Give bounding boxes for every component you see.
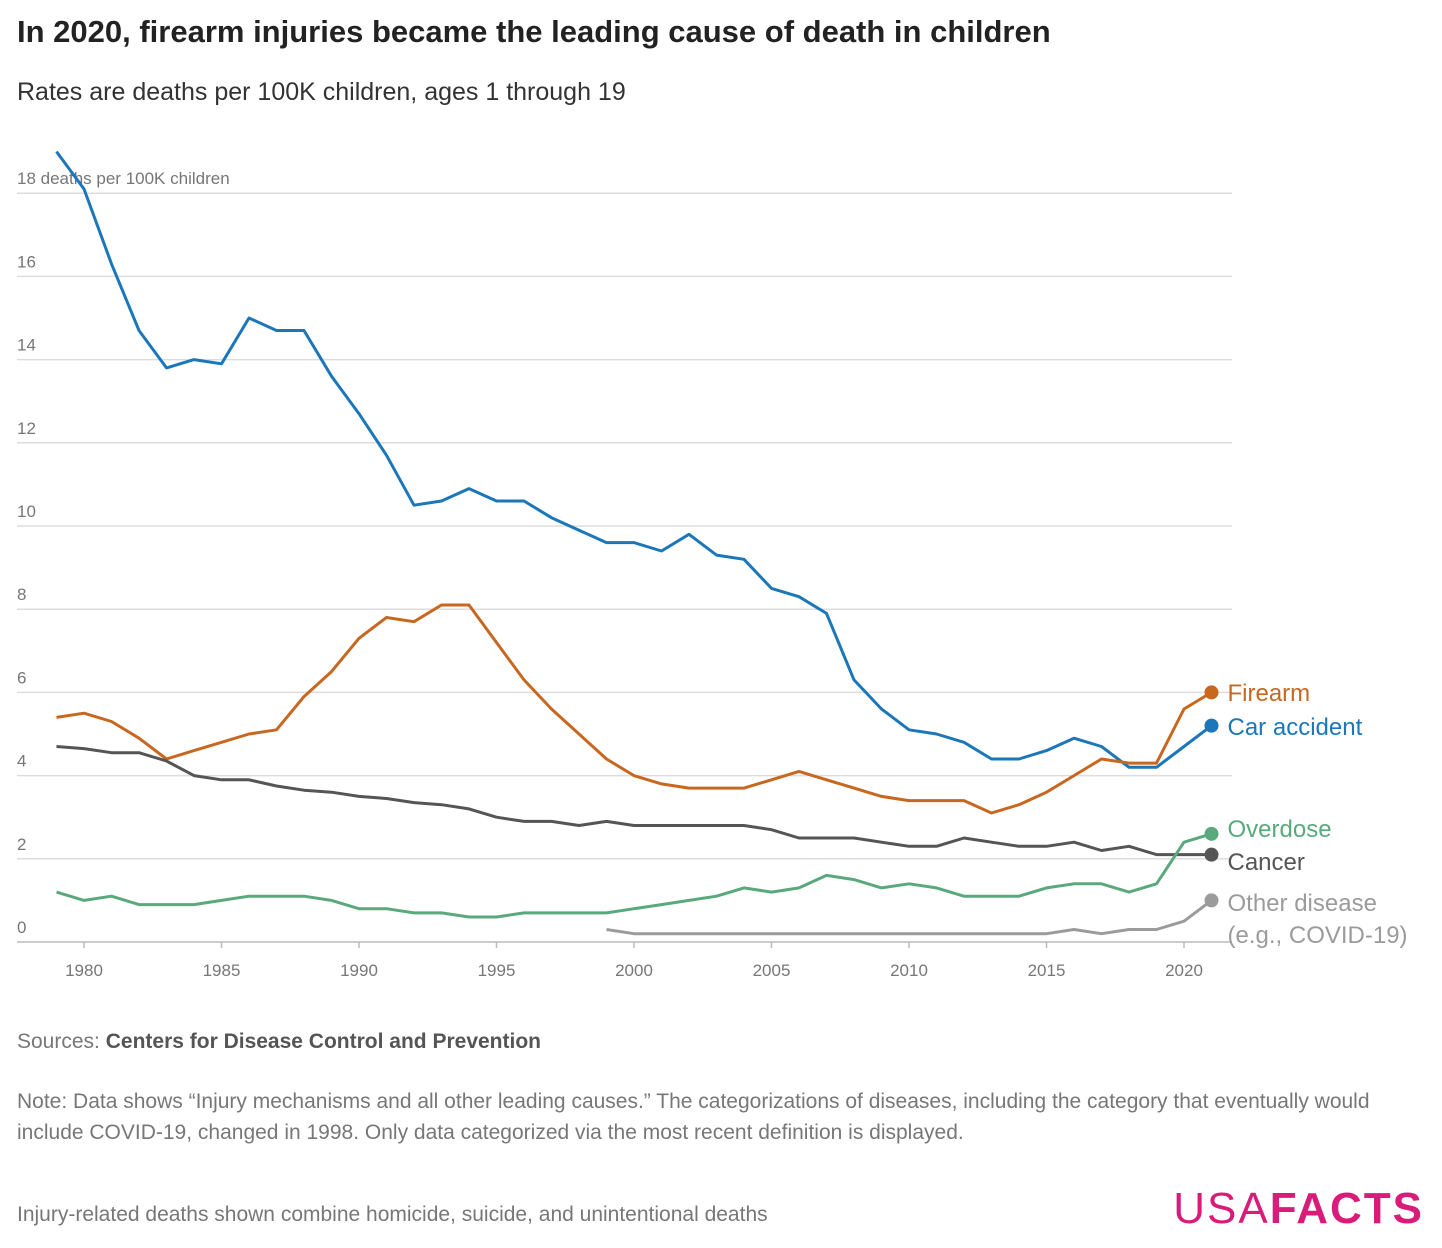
sources-name: Centers for Disease Control and Preventi… bbox=[105, 1030, 541, 1053]
y-tick-label: 14 bbox=[17, 336, 36, 355]
series-line bbox=[56, 832, 1212, 919]
end-point bbox=[1204, 847, 1219, 862]
logo-facts: FACTS bbox=[1269, 1184, 1424, 1233]
note: Note: Data shows “Injury mechanisms and … bbox=[17, 1090, 1370, 1144]
sources: Sources: Centers for Disease Control and… bbox=[17, 1026, 541, 1057]
footnote: Injury-related deaths shown combine homi… bbox=[17, 1203, 768, 1226]
chart: 0 2 4 6 8 10 12 14 16 18 deaths per 100K children… bbox=[17, 150, 1232, 980]
x-tick-label: 2005 bbox=[753, 961, 791, 980]
sources-label: Sources: bbox=[17, 1030, 100, 1053]
x-tick-label: 1990 bbox=[340, 961, 378, 980]
x-tick-label: 2010 bbox=[890, 961, 928, 980]
series-label: Car accident bbox=[1227, 713, 1363, 741]
y-tick-label: 6 bbox=[17, 668, 26, 687]
chart-subtitle: Rates are deaths per 100K children, ages… bbox=[17, 78, 626, 106]
end-point bbox=[1204, 718, 1219, 733]
y-tick-label: 0 bbox=[17, 918, 26, 937]
x-tick-label: 1985 bbox=[203, 961, 241, 980]
x-tick-label: 2015 bbox=[1028, 961, 1066, 980]
logo-usa: USA bbox=[1173, 1184, 1270, 1233]
y-tick-label: 18 deaths per 100K children bbox=[17, 169, 230, 188]
series-line bbox=[55, 150, 1213, 769]
series-line bbox=[56, 603, 1213, 815]
series-label: Firearm bbox=[1227, 680, 1311, 708]
chart-title: In 2020, firearm injuries became the lea… bbox=[17, 14, 1051, 49]
x-tick-label: 1980 bbox=[65, 961, 103, 980]
x-tick-label: 2000 bbox=[615, 961, 653, 980]
y-tick-label: 8 bbox=[17, 585, 26, 604]
series-line bbox=[56, 745, 1212, 857]
series-label: Overdose bbox=[1227, 815, 1332, 843]
y-tick-label: 12 bbox=[17, 419, 36, 438]
series-label: Cancer bbox=[1227, 848, 1305, 876]
y-tick-label: 16 bbox=[17, 252, 36, 271]
series-line bbox=[606, 899, 1213, 936]
y-tick-label: 4 bbox=[17, 752, 26, 771]
y-tick-label: 10 bbox=[17, 502, 36, 521]
end-point bbox=[1204, 826, 1219, 841]
end-point bbox=[1204, 685, 1219, 700]
logo: USAFACTS bbox=[1173, 1184, 1424, 1234]
y-tick-label: 2 bbox=[17, 835, 26, 854]
x-tick-label: 1995 bbox=[478, 961, 516, 980]
x-tick-label: 2020 bbox=[1165, 961, 1203, 980]
series-label: Other disease (e.g., COVID-19) bbox=[1227, 890, 1408, 950]
end-point bbox=[1204, 893, 1219, 908]
